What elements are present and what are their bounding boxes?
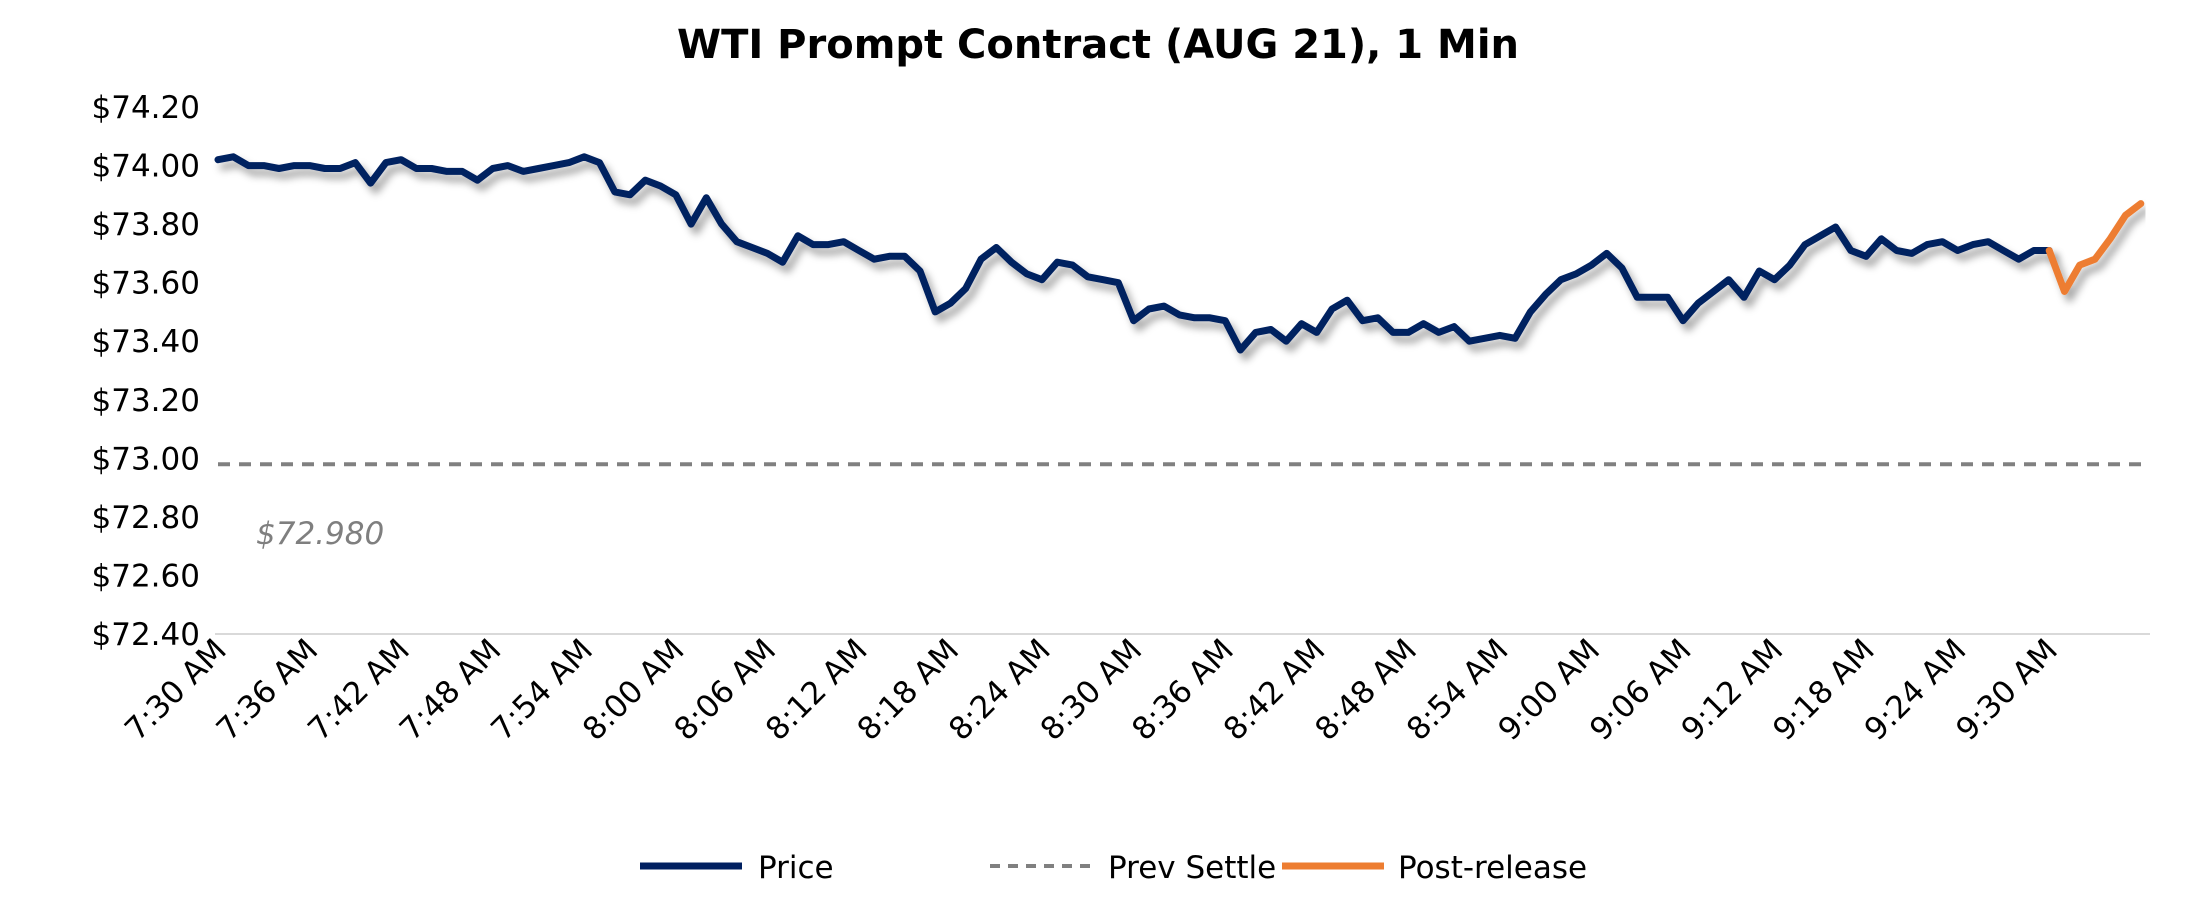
prev-settle-label: $72.980 (256, 516, 384, 552)
x-tick-label: 9:30 AM (1949, 632, 2065, 748)
x-tick-label: 8:18 AM (851, 632, 967, 748)
y-tick-label: $72.40 (92, 617, 200, 653)
chart-title: WTI Prompt Contract (AUG 21), 1 Min (677, 22, 1519, 68)
series-line-price (214, 153, 2053, 354)
y-tick-label: $73.80 (92, 207, 200, 243)
legend-label-price: Price (758, 850, 834, 886)
legend-label-prev-settle: Prev Settle (1108, 850, 1276, 886)
x-tick-label: 9:18 AM (1766, 632, 1882, 748)
x-tick-label: 7:54 AM (484, 632, 600, 748)
x-tick-label: 8:24 AM (942, 632, 1058, 748)
x-tick-label: 8:06 AM (667, 632, 783, 748)
y-tick-label: $74.00 (92, 149, 200, 185)
x-tick-label: 9:00 AM (1492, 632, 1608, 748)
y-tick-label: $72.80 (92, 500, 200, 536)
legend-label-post-release: Post-release (1398, 850, 1587, 886)
y-tick-label: $73.60 (92, 266, 200, 302)
x-tick-label: 7:48 AM (393, 632, 509, 748)
y-tick-label: $73.20 (92, 383, 200, 419)
y-tick-label: $73.40 (92, 324, 200, 360)
x-tick-label: 8:54 AM (1400, 632, 1516, 748)
x-tick-label: 8:30 AM (1034, 632, 1150, 748)
legend: Price Prev Settle Post-release (640, 850, 1587, 886)
y-tick-label: $74.20 (92, 90, 200, 126)
x-tick-label: 9:06 AM (1583, 632, 1699, 748)
x-tick-label: 8:00 AM (576, 632, 692, 748)
x-tick-label: 8:36 AM (1125, 632, 1241, 748)
x-tick-label: 8:42 AM (1217, 632, 1333, 748)
y-tick-label: $73.00 (92, 441, 200, 477)
x-tick-label: 8:12 AM (759, 632, 875, 748)
x-tick-label: 8:48 AM (1308, 632, 1424, 748)
y-tick-label: $72.60 (92, 558, 200, 594)
x-tick-label: 7:36 AM (210, 632, 326, 748)
series-line-post-release (2045, 200, 2145, 295)
x-tick-label: 9:12 AM (1675, 632, 1791, 748)
x-tick-label: 7:42 AM (301, 632, 417, 748)
x-tick-label: 9:24 AM (1858, 632, 1974, 748)
